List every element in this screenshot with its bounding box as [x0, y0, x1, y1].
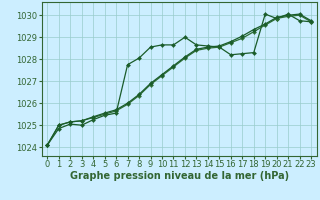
X-axis label: Graphe pression niveau de la mer (hPa): Graphe pression niveau de la mer (hPa): [70, 171, 289, 181]
